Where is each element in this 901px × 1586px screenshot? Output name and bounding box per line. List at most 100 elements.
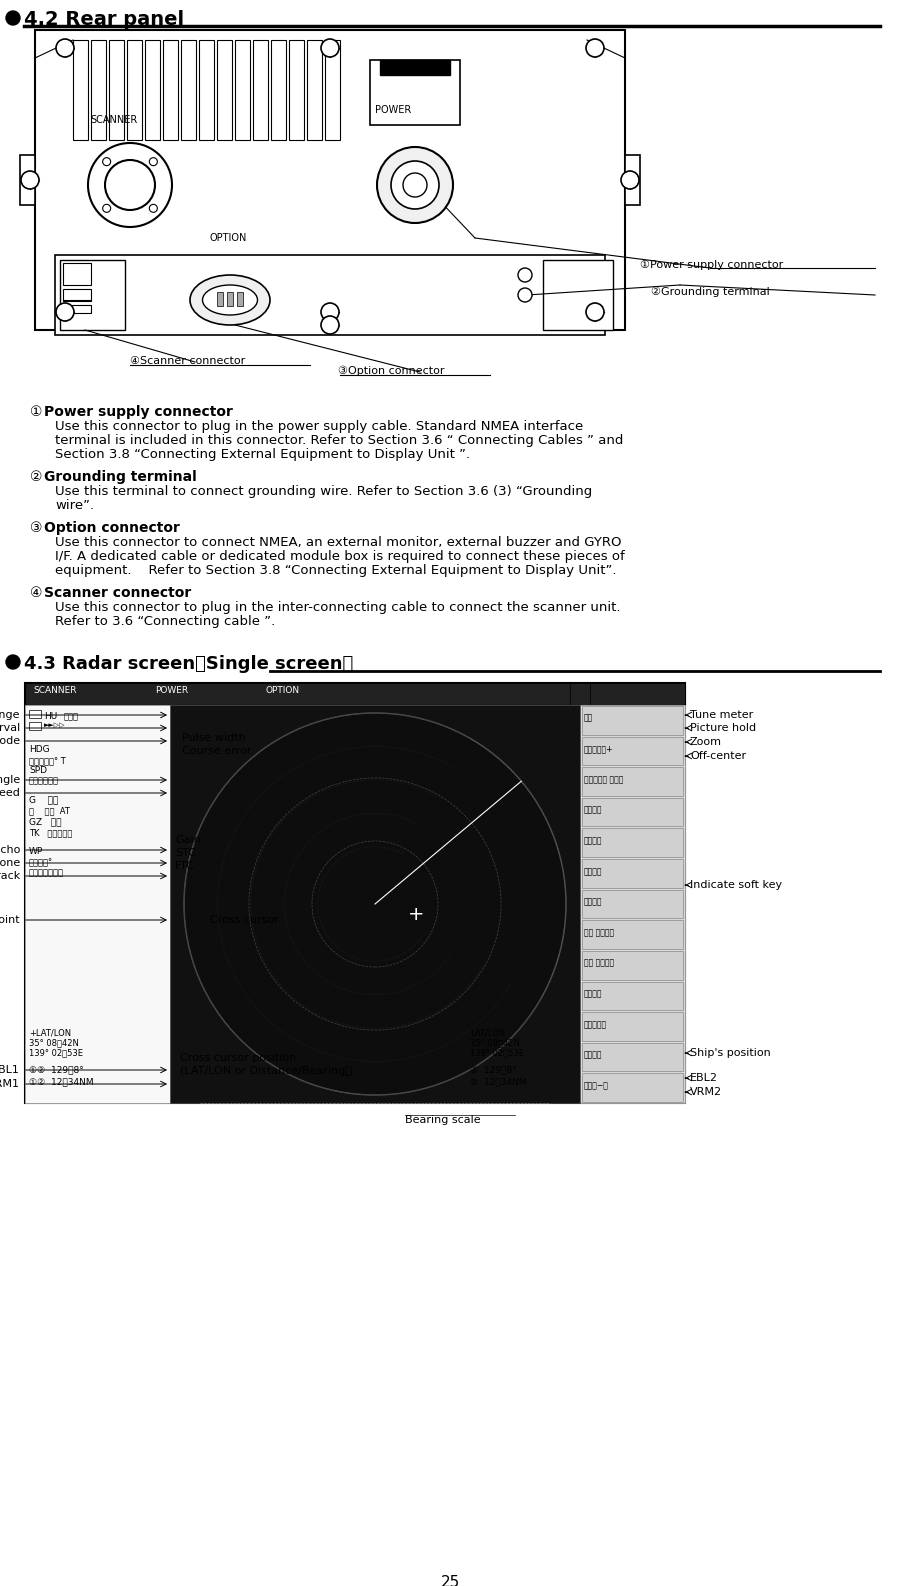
Text: OPTION: OPTION <box>210 233 248 243</box>
Text: GZ   ００: GZ ００ <box>29 817 61 826</box>
Bar <box>253 40 268 140</box>
Text: Use this connector to connect NMEA, an external monitor, external buzzer and GYR: Use this connector to connect NMEA, an e… <box>55 536 622 549</box>
Text: equipment.    Refer to Section 3.8 “Connecting External Equipment to Display Uni: equipment. Refer to Section 3.8 “Connect… <box>55 565 616 577</box>
Circle shape <box>403 173 427 197</box>
Text: ５ｎｍ: ５ｎｍ <box>64 712 79 722</box>
Text: Refer to 3.6 “Connecting cable ”.: Refer to 3.6 “Connecting cable ”. <box>55 615 275 628</box>
Bar <box>582 982 683 1010</box>
Text: ＶＲＭ２: ＶＲＭ２ <box>584 898 603 907</box>
Bar <box>25 706 170 1102</box>
Text: Heading angle: Heading angle <box>0 776 20 785</box>
Text: ④: ④ <box>30 585 47 600</box>
Circle shape <box>518 289 532 301</box>
Bar <box>170 706 580 1102</box>
Bar <box>25 684 685 1102</box>
Text: 35° 08．42N: 35° 08．42N <box>470 1037 520 1047</box>
Text: ＯＦＦ−Ｃ: ＯＦＦ−Ｃ <box>584 1082 609 1090</box>
Circle shape <box>621 171 639 189</box>
Circle shape <box>586 303 604 320</box>
Text: SPD: SPD <box>29 766 47 776</box>
Bar <box>582 952 683 980</box>
Circle shape <box>184 714 566 1094</box>
Bar <box>582 736 683 764</box>
Bar <box>582 706 683 734</box>
Text: ＥＢＬ１: ＥＢＬ１ <box>584 806 603 815</box>
Bar <box>217 40 232 140</box>
Text: ＡＨＯＬＤ: ＡＨＯＬＤ <box>584 1020 607 1029</box>
Text: Zoom: Zoom <box>690 737 722 747</box>
Text: Cruising speed: Cruising speed <box>0 788 20 798</box>
Circle shape <box>105 160 155 209</box>
Bar <box>380 60 450 75</box>
Bar <box>127 40 142 140</box>
Text: Ship's position: Ship's position <box>690 1048 770 1058</box>
Text: HU: HU <box>44 712 58 722</box>
Text: +LAT/LON: +LAT/LON <box>29 1028 71 1037</box>
Bar <box>325 40 340 140</box>
Bar <box>370 60 460 125</box>
Text: Picture hold: Picture hold <box>690 723 756 733</box>
Text: terminal is included in this connector. Refer to Section 3.6 “ Connecting Cables: terminal is included in this connector. … <box>55 435 623 447</box>
Circle shape <box>88 143 172 227</box>
Bar <box>582 768 683 796</box>
Bar <box>63 305 91 312</box>
Bar <box>181 40 196 140</box>
Text: Enlarging echo: Enlarging echo <box>0 845 20 855</box>
Text: ０００４°: ０００４° <box>29 858 53 868</box>
Text: VRM1: VRM1 <box>0 1078 20 1090</box>
Text: ＮＥＸＴ: ＮＥＸＴ <box>584 990 603 998</box>
Text: Use this terminal to connect grounding wire. Refer to Section 3.6 (3) “Grounding: Use this terminal to connect grounding w… <box>55 485 592 498</box>
Text: POWER: POWER <box>155 687 188 695</box>
Text: ②  129．8°: ② 129．8° <box>470 1066 516 1074</box>
Text: FTC: FTC <box>175 861 195 871</box>
Text: ③: ③ <box>30 520 47 534</box>
Bar <box>543 260 613 330</box>
Text: Range: Range <box>0 711 20 720</box>
Circle shape <box>321 316 339 335</box>
Text: ②: ② <box>30 469 47 484</box>
Text: ②Grounding terminal: ②Grounding terminal <box>651 287 769 297</box>
Text: WP: WP <box>29 847 43 856</box>
Text: ①: ① <box>30 404 47 419</box>
Circle shape <box>6 655 20 669</box>
Circle shape <box>103 205 111 213</box>
Bar <box>307 40 322 140</box>
Bar <box>582 798 683 826</box>
Text: POWER: POWER <box>375 105 411 116</box>
Circle shape <box>518 268 532 282</box>
Bar <box>625 155 640 205</box>
Bar <box>582 890 683 918</box>
Text: ００００００: ００００００ <box>29 776 59 785</box>
Circle shape <box>377 147 453 224</box>
Text: ＥＢＬ２: ＥＢＬ２ <box>584 868 603 875</box>
Bar <box>91 40 106 140</box>
Text: Gain: Gain <box>175 834 201 845</box>
Circle shape <box>321 303 339 320</box>
Bar <box>25 684 685 706</box>
Text: Track: Track <box>0 871 20 880</box>
Circle shape <box>103 157 111 165</box>
Text: ①②  129．8°: ①② 129．8° <box>29 1066 84 1074</box>
Text: G    ００: G ００ <box>29 795 59 804</box>
Text: Pulse width: Pulse width <box>182 733 246 742</box>
Bar <box>582 860 683 888</box>
Bar <box>582 920 683 948</box>
Circle shape <box>56 303 74 320</box>
Text: 25: 25 <box>441 1575 460 1586</box>
Bar <box>580 706 685 1102</box>
Text: Range ring interval: Range ring interval <box>0 723 20 733</box>
Bar <box>109 40 124 140</box>
Text: Scanner connector: Scanner connector <box>44 585 191 600</box>
Ellipse shape <box>190 274 270 325</box>
Text: ０００００° T: ０００００° T <box>29 757 66 764</box>
Text: 35° 08．42N: 35° 08．42N <box>29 1037 79 1047</box>
Bar <box>271 40 286 140</box>
Text: ＦＬ ＶＲＭ２: ＦＬ ＶＲＭ２ <box>584 958 614 967</box>
Text: Indicate soft key: Indicate soft key <box>690 880 782 890</box>
Text: ＺＯＯＭ: ＺＯＯＭ <box>584 1050 603 1059</box>
Bar <box>582 1012 683 1040</box>
Text: +: + <box>408 904 424 923</box>
Text: Tune meter: Tune meter <box>690 711 753 720</box>
Ellipse shape <box>203 285 258 316</box>
Text: LAT/LON: LAT/LON <box>470 1028 505 1037</box>
